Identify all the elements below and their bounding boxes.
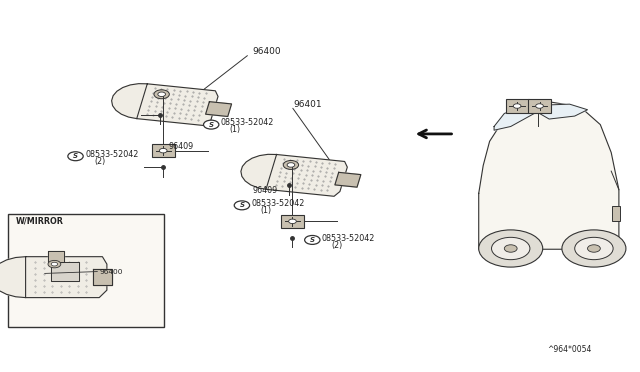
Text: S: S [239,202,244,208]
Circle shape [284,160,299,169]
Polygon shape [93,269,112,285]
Circle shape [504,245,517,252]
Circle shape [159,148,167,153]
Polygon shape [538,104,588,119]
Circle shape [48,260,61,268]
Circle shape [154,90,170,99]
Polygon shape [335,172,361,187]
Circle shape [68,152,83,161]
Polygon shape [48,251,64,262]
Text: W/MIRROR: W/MIRROR [16,217,64,226]
Polygon shape [205,102,232,116]
Polygon shape [0,257,26,298]
Text: (1): (1) [230,125,241,134]
Polygon shape [479,101,619,249]
Text: 08533-52042: 08533-52042 [252,199,305,208]
Text: 08533-52042: 08533-52042 [322,234,375,243]
Text: S: S [310,237,315,243]
Circle shape [536,104,543,108]
Text: 96400: 96400 [253,47,282,56]
Polygon shape [494,106,536,130]
Text: 96409: 96409 [168,142,193,151]
Circle shape [204,120,219,129]
Text: 96400: 96400 [99,269,123,275]
Text: S: S [209,122,214,128]
Circle shape [562,230,626,267]
Circle shape [588,245,600,252]
Text: 08533-52042: 08533-52042 [221,118,274,127]
Polygon shape [26,257,107,298]
Circle shape [305,235,320,244]
Text: 96401: 96401 [294,100,323,109]
Polygon shape [51,262,79,281]
Polygon shape [111,84,147,119]
Circle shape [479,230,543,267]
FancyBboxPatch shape [8,214,164,327]
Circle shape [287,163,295,167]
Text: (2): (2) [94,157,106,166]
Circle shape [575,237,613,260]
Polygon shape [152,144,175,157]
Circle shape [51,262,58,266]
Text: S: S [73,153,78,159]
Bar [612,206,620,221]
Polygon shape [241,154,276,189]
Polygon shape [528,99,551,113]
Circle shape [234,201,250,210]
Circle shape [513,104,521,108]
Text: ^964*0054: ^964*0054 [547,345,591,354]
Circle shape [289,219,296,224]
Text: (2): (2) [331,241,342,250]
Polygon shape [137,84,218,126]
Polygon shape [506,99,529,113]
Text: 96409: 96409 [253,186,278,195]
Circle shape [158,92,166,96]
Text: (1): (1) [260,206,271,215]
Polygon shape [281,215,304,228]
Circle shape [492,237,530,260]
Text: 08533-52042: 08533-52042 [85,150,138,159]
Polygon shape [266,154,348,196]
